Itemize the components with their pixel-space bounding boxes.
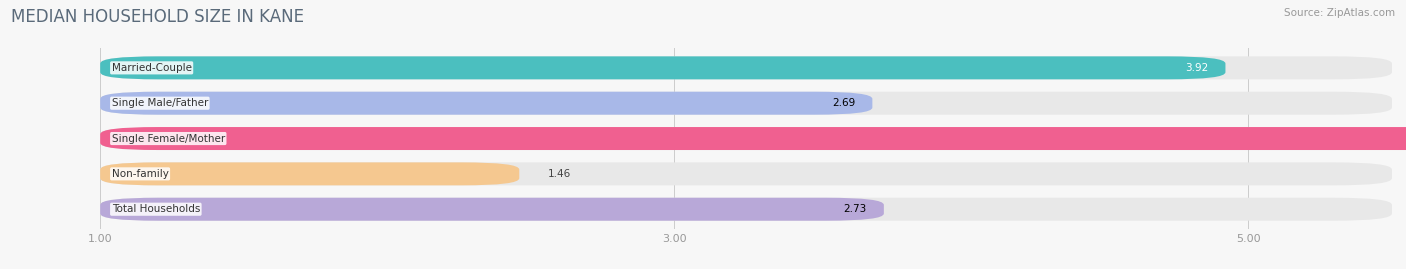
Text: Total Households: Total Households bbox=[111, 204, 200, 214]
Text: 2.69: 2.69 bbox=[832, 98, 855, 108]
Text: Single Female/Mother: Single Female/Mother bbox=[111, 133, 225, 144]
FancyBboxPatch shape bbox=[100, 198, 1392, 221]
FancyBboxPatch shape bbox=[100, 127, 1406, 150]
Text: MEDIAN HOUSEHOLD SIZE IN KANE: MEDIAN HOUSEHOLD SIZE IN KANE bbox=[11, 8, 304, 26]
FancyBboxPatch shape bbox=[100, 127, 1392, 150]
Text: Non-family: Non-family bbox=[111, 169, 169, 179]
Text: Married-Couple: Married-Couple bbox=[111, 63, 191, 73]
Text: Source: ZipAtlas.com: Source: ZipAtlas.com bbox=[1284, 8, 1395, 18]
FancyBboxPatch shape bbox=[100, 92, 1392, 115]
Text: Single Male/Father: Single Male/Father bbox=[111, 98, 208, 108]
FancyBboxPatch shape bbox=[100, 92, 872, 115]
Text: 2.73: 2.73 bbox=[844, 204, 866, 214]
FancyBboxPatch shape bbox=[100, 56, 1226, 79]
FancyBboxPatch shape bbox=[100, 56, 1392, 79]
Text: 1.46: 1.46 bbox=[548, 169, 571, 179]
FancyBboxPatch shape bbox=[100, 162, 519, 185]
FancyBboxPatch shape bbox=[100, 198, 884, 221]
FancyBboxPatch shape bbox=[100, 162, 1392, 185]
Text: 3.92: 3.92 bbox=[1185, 63, 1208, 73]
